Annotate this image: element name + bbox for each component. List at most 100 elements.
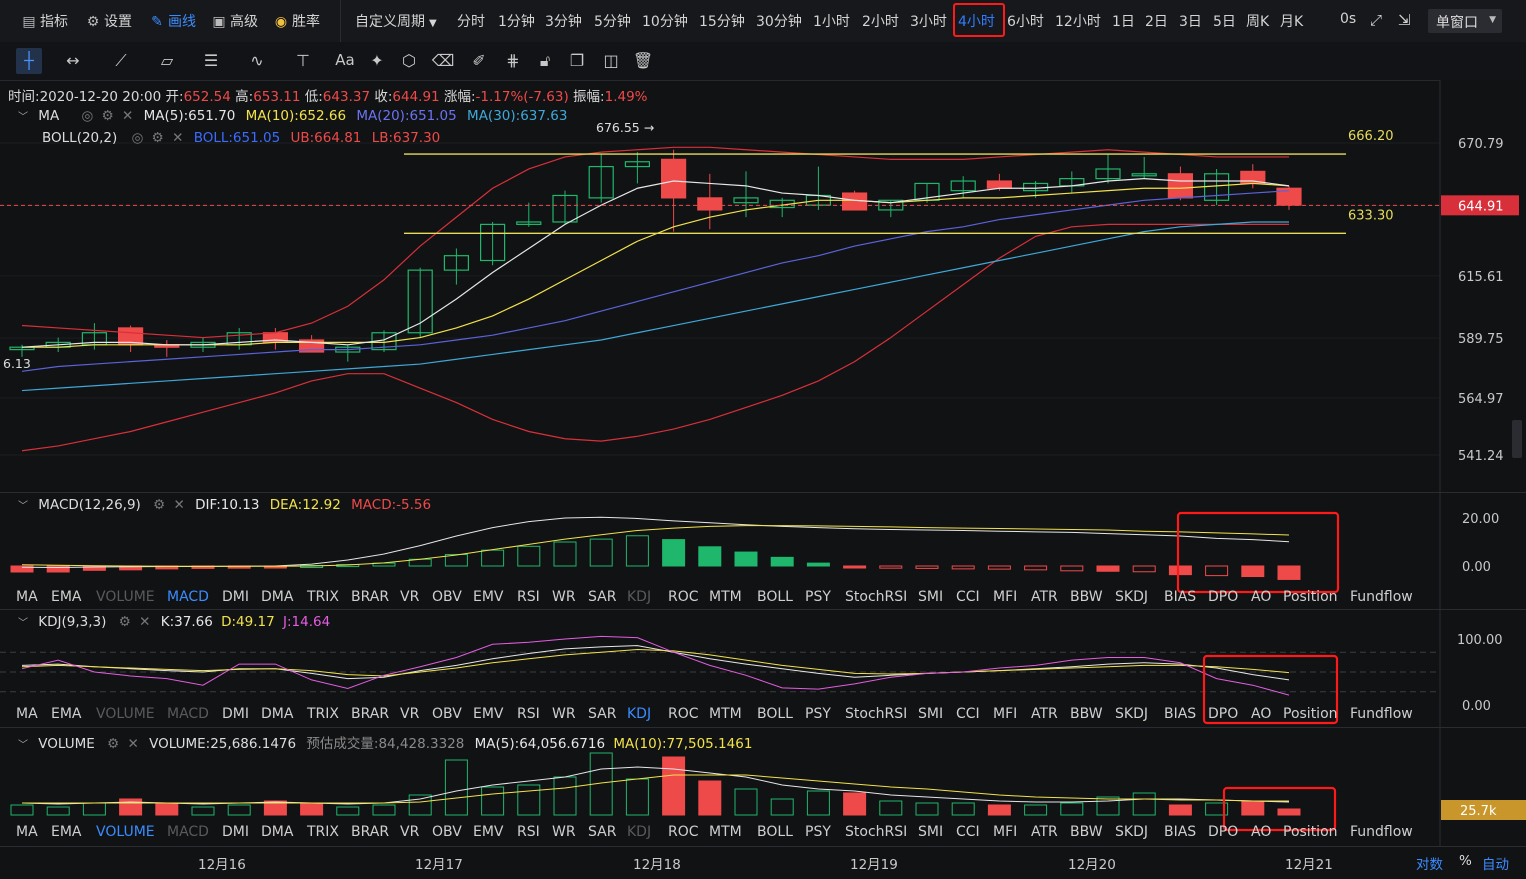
indicator-tab[interactable]: Position [1283, 706, 1338, 722]
winrate-menu[interactable]: ◉ 胜率 [274, 14, 320, 30]
collapse-icon[interactable]: ﹀ [18, 501, 28, 512]
wave-icon[interactable]: ∿ [250, 51, 264, 70]
period-tab[interactable]: 6小时 [1007, 14, 1044, 30]
indicators-menu[interactable]: ▤ 指标 [22, 14, 68, 30]
indicator-tab[interactable]: DMI [222, 589, 249, 605]
indicator-tab[interactable]: StochRSI [845, 589, 908, 605]
custom-period-dropdown[interactable]: 自定义周期 ▼ [355, 14, 437, 30]
indicator-tab[interactable]: MTM [709, 589, 742, 605]
period-tab[interactable]: 2日 [1145, 14, 1168, 30]
indicator-tab[interactable]: BOLL [757, 824, 793, 840]
indicator-tab[interactable]: KDJ [627, 824, 652, 840]
indicator-tab[interactable]: DPO [1208, 824, 1239, 840]
indicator-tab[interactable]: MACD [167, 589, 209, 605]
indicator-tab[interactable]: EMV [473, 589, 504, 605]
fibonacci-icon[interactable]: ⊤ [296, 51, 310, 70]
period-tab[interactable]: 4小时 [958, 14, 995, 30]
period-tab[interactable]: 3日 [1179, 14, 1202, 30]
indicator-tab[interactable]: SMI [918, 824, 944, 840]
indicator-tab[interactable]: SAR [588, 706, 617, 722]
annotation-icon[interactable]: ✦ [370, 51, 384, 70]
indicator-tab[interactable]: RSI [517, 706, 540, 722]
close-icon[interactable]: ✕ [139, 614, 151, 630]
indicator-tab[interactable]: BOLL [757, 706, 793, 722]
indicator-tab[interactable]: MA [16, 589, 38, 605]
indicator-tab[interactable]: KDJ [627, 706, 652, 722]
indicator-tab[interactable]: OBV [432, 589, 462, 605]
settings-icon[interactable]: ⚙ [151, 130, 164, 146]
collapse-icon[interactable]: ﹀ [18, 618, 28, 629]
indicator-tab[interactable]: TRIX [307, 824, 339, 840]
indicator-tab[interactable]: SAR [588, 824, 617, 840]
indicator-tab[interactable]: StochRSI [845, 824, 908, 840]
indicator-tab[interactable]: CCI [956, 824, 980, 840]
period-tab[interactable]: 2小时 [862, 14, 899, 30]
close-icon[interactable]: ✕ [173, 497, 185, 513]
indicator-tab[interactable]: StochRSI [845, 706, 908, 722]
indicator-tab[interactable]: VOLUME [96, 589, 155, 605]
collapse-icon[interactable]: ﹀ [18, 740, 28, 751]
text-tool[interactable]: Aa [335, 51, 355, 69]
percent-scale-toggle[interactable]: % [1459, 853, 1472, 869]
indicator-tab[interactable]: Fundflow [1350, 824, 1413, 840]
indicator-tab[interactable]: VOLUME [96, 824, 155, 840]
indicator-tab[interactable]: BRAR [351, 824, 390, 840]
settings-icon[interactable]: ⚙ [107, 736, 120, 752]
period-tab[interactable]: 分时 [457, 14, 485, 30]
lock-icon[interactable]: 🔓︎ [539, 51, 551, 70]
settings-menu[interactable]: ⚙ 设置 [86, 14, 132, 30]
indicator-tab[interactable]: VR [400, 706, 420, 722]
pane-divider[interactable] [0, 492, 1526, 493]
collapse-icon[interactable]: ﹀ [18, 112, 28, 123]
period-tab[interactable]: 1小时 [813, 14, 850, 30]
indicator-tab[interactable]: RSI [517, 824, 540, 840]
period-tab[interactable]: 10分钟 [642, 14, 688, 30]
indicator-tab[interactable]: MACD [167, 706, 209, 722]
period-tab[interactable]: 3小时 [910, 14, 947, 30]
draw-menu[interactable]: ✎ 画线 [151, 14, 196, 30]
indicator-tab[interactable]: Position [1283, 824, 1338, 840]
period-tab[interactable]: 5日 [1213, 14, 1236, 30]
indicator-tab[interactable]: DPO [1208, 706, 1239, 722]
indicator-tab[interactable]: EMA [51, 824, 82, 840]
indicator-tab[interactable]: AO [1251, 706, 1272, 722]
indicator-tab[interactable]: PSY [805, 706, 831, 722]
period-tab[interactable]: 月K [1280, 14, 1304, 30]
rectangle-icon[interactable]: ▱ [160, 51, 174, 70]
indicator-tab[interactable]: SAR [588, 589, 617, 605]
indicator-tab[interactable]: AO [1251, 589, 1272, 605]
indicator-tab[interactable]: BIAS [1164, 824, 1197, 840]
indicator-tab[interactable]: MTM [709, 706, 742, 722]
shape-icon[interactable]: ⬡ [402, 51, 416, 70]
indicator-tab[interactable]: ATR [1031, 706, 1058, 722]
indicator-tab[interactable]: DMA [261, 824, 294, 840]
period-tab[interactable]: 1分钟 [498, 14, 535, 30]
indicator-tab[interactable]: DMI [222, 706, 249, 722]
indicator-tab[interactable]: DPO [1208, 589, 1239, 605]
indicator-tab[interactable]: DMI [222, 824, 249, 840]
indicator-tab[interactable]: DMA [261, 706, 294, 722]
indicator-tab[interactable]: WR [552, 589, 576, 605]
period-tab[interactable]: 3分钟 [545, 14, 582, 30]
indicator-tab[interactable]: SKDJ [1115, 706, 1148, 722]
indicator-tab[interactable]: WR [552, 824, 576, 840]
indicator-tab[interactable]: ROC [668, 589, 699, 605]
indicator-tab[interactable]: VR [400, 589, 420, 605]
indicator-tab[interactable]: BRAR [351, 589, 390, 605]
indicator-tab[interactable]: Fundflow [1350, 706, 1413, 722]
period-tab[interactable]: 周K [1246, 14, 1270, 30]
log-scale-toggle[interactable]: 对数 [1416, 857, 1443, 873]
close-icon[interactable]: ✕ [121, 108, 134, 124]
indicator-tab[interactable]: BRAR [351, 706, 390, 722]
indicator-tab[interactable]: MA [16, 824, 38, 840]
period-tab[interactable]: 12小时 [1055, 14, 1101, 30]
indicator-tab[interactable]: PSY [805, 824, 831, 840]
indicator-tab[interactable]: ATR [1031, 824, 1058, 840]
close-icon[interactable]: ✕ [127, 736, 139, 752]
indicator-tab[interactable]: MFI [993, 824, 1018, 840]
parallel-lines-icon[interactable]: ☰ [203, 51, 219, 70]
indicator-tab[interactable]: SKDJ [1115, 589, 1148, 605]
indicator-tab[interactable]: PSY [805, 589, 831, 605]
pane-divider[interactable] [0, 609, 1526, 610]
indicator-tab[interactable]: BBW [1070, 589, 1103, 605]
